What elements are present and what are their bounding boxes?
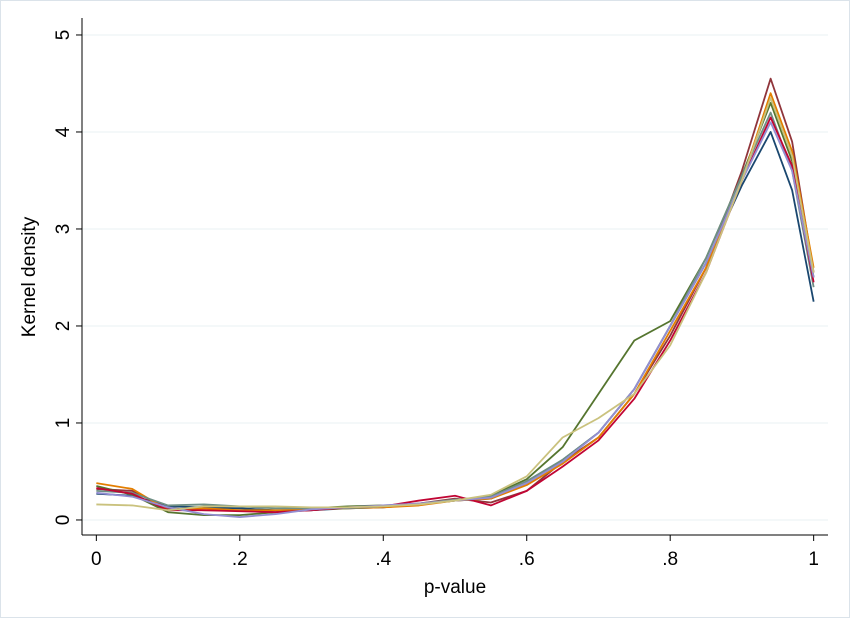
density-line [96,121,815,518]
x-tick-label: .4 [375,549,391,570]
x-tick-label: .2 [232,549,248,570]
y-tick-label: 2 [53,321,74,332]
y-tick-label: 0 [53,515,74,526]
y-axis-label: Kernel density [19,216,40,337]
y-tick-label: 4 [53,126,74,137]
y-tick-label: 1 [53,418,74,429]
x-axis-label: p-value [424,577,486,598]
x-tick-label: 1 [808,549,819,570]
x-tick-label: .8 [662,549,678,570]
x-tick-label: .6 [519,549,535,570]
y-tick-label: 5 [53,30,74,41]
density-line [96,97,815,512]
x-tick-label: 0 [91,549,102,570]
grid [82,34,828,521]
y-tick-label: 3 [53,224,74,235]
lines [96,77,815,518]
